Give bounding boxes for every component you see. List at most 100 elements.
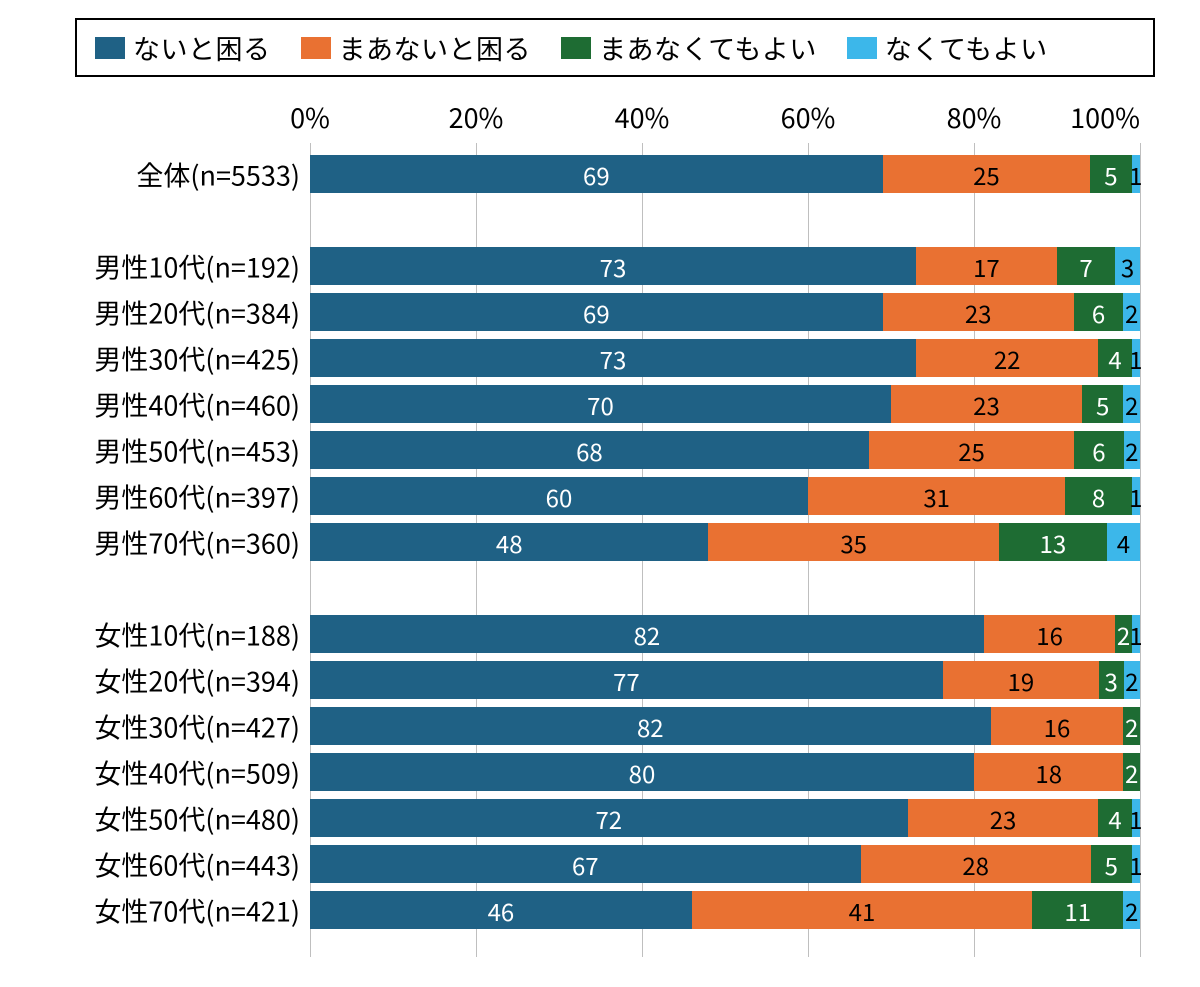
segment-value: 67 (572, 847, 599, 882)
bar-segment: 22 (916, 339, 1099, 377)
segment-value: 73 (600, 341, 627, 376)
category-label: 全体(n=5533) (136, 155, 300, 194)
category-label: 女性20代(n=394) (94, 661, 300, 700)
segment-value: 77 (613, 663, 640, 698)
segment-value: 3 (1105, 663, 1118, 698)
legend-item: ないと困る (95, 28, 271, 67)
category-label: 男性30代(n=425) (94, 339, 300, 378)
segment-value: 68 (576, 433, 603, 468)
segment-value: 8 (1092, 479, 1105, 514)
bar-segment: 23 (891, 385, 1082, 423)
bar-segment: 73 (310, 247, 916, 285)
bar-segment: 31 (808, 477, 1065, 515)
bar-row: 80182 (310, 749, 1140, 795)
bar-row: 73 17 73 (310, 243, 1140, 289)
segment-value: 17 (973, 249, 1000, 284)
bar-segment: 82 (310, 615, 984, 653)
bar-segment: 19 (943, 661, 1099, 699)
segment-value: 31 (923, 479, 950, 514)
category-row: 女性30代(n=427) (30, 703, 310, 749)
segment-value: 46 (488, 893, 515, 928)
segment-value: 6 (1092, 295, 1105, 330)
bar-row: 692551 (310, 151, 1140, 197)
bar-row: 46 41112 (310, 887, 1140, 933)
stacked-bar: 821621 (310, 615, 1140, 653)
legend-swatch (301, 37, 331, 59)
bar-row: 67 28 51 (310, 841, 1140, 887)
category-row: 男性70代(n=360) (30, 519, 310, 565)
segment-value: 13 (1040, 525, 1067, 560)
bar-segment: 2 (1123, 753, 1140, 791)
segment-value: 4 (1108, 801, 1121, 836)
segment-value: 23 (973, 387, 1000, 422)
plot-area: 全体(n=5533) 男性10代(n=192) 男性20代(n=384) 男性30代(… (30, 97, 1170, 957)
bar-segment: 28 (861, 845, 1091, 883)
category-row: 女性50代(n=480) (30, 795, 310, 841)
segment-value: 2 (1125, 709, 1138, 744)
category-label: 男性20代(n=384) (94, 293, 300, 332)
bar-segment: 68 (310, 431, 869, 469)
segment-value: 19 (1008, 663, 1035, 698)
axis-tick-label: 60% (781, 97, 836, 136)
category-label: 女性40代(n=509) (94, 753, 300, 792)
bar-segment: 16 (991, 707, 1124, 745)
segment-value: 35 (840, 525, 867, 560)
bar-segment: 2 (1123, 707, 1140, 745)
legend-swatch (847, 37, 877, 59)
bar-segment: 13 (999, 523, 1107, 561)
bar-segment: 82 (310, 707, 991, 745)
category-label: 男性10代(n=192) (94, 247, 300, 286)
bar-segment: 2 (1123, 385, 1140, 423)
segment-value: 72 (595, 801, 622, 836)
bar-segment: 48 (310, 523, 708, 561)
segment-value: 2 (1125, 663, 1138, 698)
axis-tick-label: 0% (290, 97, 330, 136)
bar-segment: 5 (1082, 385, 1124, 423)
stacked-bar: 82162 (310, 707, 1140, 745)
stacked-bar: 692362 (310, 293, 1140, 331)
bar-segment: 1 (1132, 339, 1140, 377)
category-row: 全体(n=5533) (30, 151, 310, 197)
bar-segment: 11 (1032, 891, 1123, 929)
stacked-bar: 732241 (310, 339, 1140, 377)
bar-segment: 3 (1115, 247, 1140, 285)
category-label: 男性50代(n=453) (94, 431, 300, 470)
legend-label: ないと困る (133, 28, 271, 67)
bar-segment: 69 (310, 293, 883, 331)
bar-segment: 8 (1065, 477, 1131, 515)
category-label: 女性70代(n=421) (94, 891, 300, 930)
segment-value: 1 (1129, 847, 1142, 882)
bar-segment: 70 (310, 385, 891, 423)
bar-segment: 46 (310, 891, 692, 929)
segment-value: 2 (1125, 755, 1138, 790)
legend-item: なくてもよい (847, 28, 1048, 67)
segment-value: 3 (1121, 249, 1134, 284)
segment-value: 5 (1104, 157, 1117, 192)
bar-segment: 3 (1099, 661, 1124, 699)
stacked-bar: 46 41112 (310, 891, 1140, 929)
bar-segment: 41 (692, 891, 1032, 929)
segment-value: 28 (962, 847, 989, 882)
segment-value: 60 (546, 479, 573, 514)
segment-value: 7 (1079, 249, 1092, 284)
axis-tick-label: 80% (947, 97, 1002, 136)
segment-value: 73 (600, 249, 627, 284)
category-row: 男性30代(n=425) (30, 335, 310, 381)
stacked-bar: 722341 (310, 799, 1140, 837)
segment-value: 70 (587, 387, 614, 422)
bar-segment: 5 (1091, 845, 1132, 883)
bar-row: 82162 (310, 703, 1140, 749)
bar-segment: 80 (310, 753, 974, 791)
legend-item: まあなくてもよい (561, 28, 817, 67)
bar-segment: 2 (1123, 891, 1140, 929)
segment-value: 2 (1125, 387, 1138, 422)
bar-row: 732241 (310, 335, 1140, 381)
bar-segment: 35 (708, 523, 999, 561)
segment-value: 2 (1125, 433, 1138, 468)
segment-value: 2 (1125, 893, 1138, 928)
bar-segment: 1 (1132, 477, 1140, 515)
segment-value: 69 (583, 157, 610, 192)
bar-segment: 4 (1107, 523, 1140, 561)
category-label: 女性60代(n=443) (94, 845, 300, 884)
legend-label: まあなくてもよい (599, 28, 817, 67)
